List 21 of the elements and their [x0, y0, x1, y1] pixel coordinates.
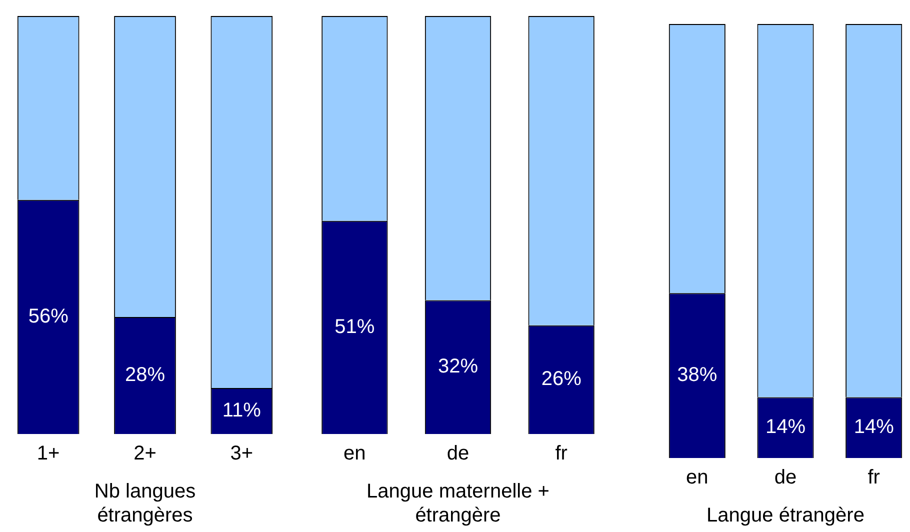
data-label: 38%: [677, 364, 718, 386]
x-axis-title: Langue étrangère: [706, 504, 864, 527]
x-tick-label: de: [774, 466, 797, 489]
data-label: 32%: [438, 356, 478, 378]
data-label: 56%: [28, 305, 69, 328]
data-label: 28%: [124, 364, 166, 386]
x-tick-label: 3+: [230, 442, 254, 465]
x-axis-title: Nb langues étrangères: [94, 480, 196, 527]
data-label: 14%: [765, 416, 806, 438]
x-tick-label: en: [686, 466, 708, 489]
data-label: 14%: [854, 416, 894, 438]
data-label: 11%: [222, 400, 262, 422]
x-tick-label: 2+: [134, 442, 156, 465]
x-tick-label: fr: [868, 466, 880, 489]
data-label: 51%: [334, 316, 375, 338]
x-tick-label: 1+: [36, 442, 60, 465]
x-tick-label: fr: [555, 442, 568, 465]
data-label: 26%: [541, 368, 582, 390]
x-tick-label: de: [446, 442, 470, 465]
x-axis-title: Langue maternelle + étrangère: [366, 480, 550, 527]
x-tick-label: en: [344, 442, 366, 465]
